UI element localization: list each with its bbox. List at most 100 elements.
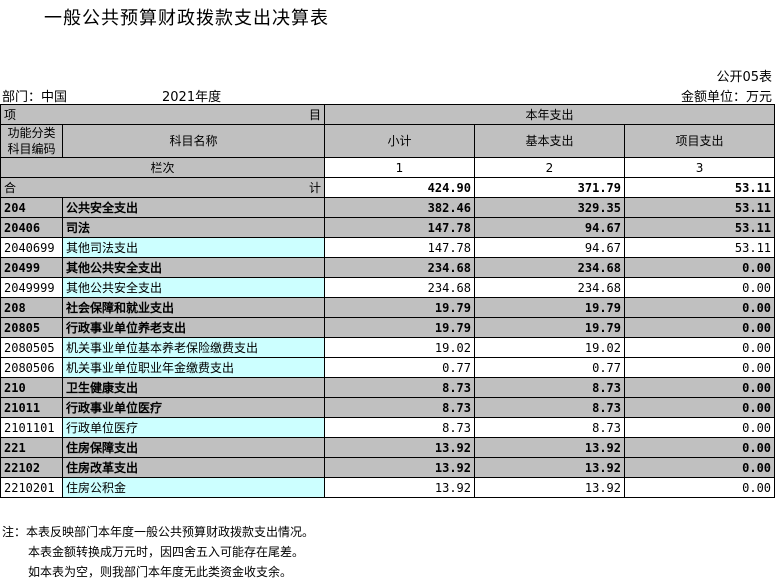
row-name: 行政事业单位养老支出 bbox=[62, 317, 325, 338]
row-basic: 19.02 bbox=[474, 337, 625, 358]
row-project: 0.00 bbox=[623, 417, 776, 438]
table-row: 20499 其他公共安全支出 234.68 234.68 0.00 bbox=[0, 257, 776, 278]
row-subtotal: 19.79 bbox=[324, 297, 475, 318]
row-code: 2080505 bbox=[0, 337, 63, 358]
row-subtotal: 147.78 bbox=[324, 237, 475, 258]
row-name: 住房公积金 bbox=[62, 477, 325, 498]
row-basic: 19.79 bbox=[474, 297, 625, 318]
row-subtotal: 13.92 bbox=[324, 477, 475, 498]
row-subtotal: 147.78 bbox=[324, 217, 475, 238]
total-row: 合计 424.90 371.79 53.11 bbox=[0, 177, 776, 198]
row-code: 20499 bbox=[0, 257, 63, 278]
row-name: 机关事业单位基本养老保险缴费支出 bbox=[62, 337, 325, 358]
total-subtotal: 424.90 bbox=[324, 177, 475, 198]
table-row: 2080506 机关事业单位职业年金缴费支出 0.77 0.77 0.00 bbox=[0, 357, 776, 378]
row-basic: 329.35 bbox=[474, 197, 625, 218]
table-row: 2049999 其他公共安全支出 234.68 234.68 0.00 bbox=[0, 277, 776, 298]
table-row: 208 社会保障和就业支出 19.79 19.79 0.00 bbox=[0, 297, 776, 318]
table-row: 22102 住房改革支出 13.92 13.92 0.00 bbox=[0, 457, 776, 478]
row-name: 机关事业单位职业年金缴费支出 bbox=[62, 357, 325, 378]
header-basic-col: 基本支出 bbox=[474, 124, 625, 158]
row-name: 其他公共安全支出 bbox=[62, 257, 325, 278]
row-code: 2080506 bbox=[0, 357, 63, 378]
row-project: 0.00 bbox=[623, 277, 776, 298]
row-name: 社会保障和就业支出 bbox=[62, 297, 325, 318]
row-code: 20406 bbox=[0, 217, 63, 238]
row-name: 公共安全支出 bbox=[62, 197, 325, 218]
header-item-cell: 项目 bbox=[0, 104, 325, 125]
table-row: 221 住房保障支出 13.92 13.92 0.00 bbox=[0, 437, 776, 458]
header-name-col: 科目名称 bbox=[62, 124, 325, 158]
header-expenditure-group: 本年支出 bbox=[323, 104, 776, 125]
table-row: 20805 行政事业单位养老支出 19.79 19.79 0.00 bbox=[0, 317, 776, 338]
row-name: 行政事业单位医疗 bbox=[62, 397, 325, 418]
row-project: 0.00 bbox=[623, 297, 776, 318]
row-subtotal: 8.73 bbox=[324, 397, 475, 418]
row-subtotal: 234.68 bbox=[324, 257, 475, 278]
total-basic: 371.79 bbox=[474, 177, 625, 198]
row-subtotal: 19.79 bbox=[324, 317, 475, 338]
row-code: 2210201 bbox=[0, 477, 63, 498]
total-project: 53.11 bbox=[623, 177, 776, 198]
fiscal-year: 2021年度 bbox=[162, 90, 222, 105]
row-subtotal: 8.73 bbox=[324, 417, 475, 438]
header-code-col: 功能分类 科目编码 bbox=[0, 124, 63, 158]
row-basic: 8.73 bbox=[474, 377, 625, 398]
row-code: 208 bbox=[0, 297, 63, 318]
row-basic: 8.73 bbox=[474, 397, 625, 418]
row-subtotal: 13.92 bbox=[324, 437, 475, 458]
row-subtotal: 382.46 bbox=[324, 197, 475, 218]
row-code: 2101101 bbox=[0, 417, 63, 438]
total-label-cell: 合计 bbox=[0, 177, 325, 198]
row-project: 53.11 bbox=[623, 217, 776, 238]
row-basic: 94.67 bbox=[474, 217, 625, 238]
header-project-col: 项目支出 bbox=[623, 124, 776, 158]
row-basic: 19.79 bbox=[474, 317, 625, 338]
table-row: 2101101 行政单位医疗 8.73 8.73 0.00 bbox=[0, 417, 776, 438]
row-project: 0.00 bbox=[623, 257, 776, 278]
footnotes: 注：本表反映部门本年度一般公共预算财政拨款支出情况。 本表金额转换成万元时，因四… bbox=[2, 522, 314, 582]
row-project: 0.00 bbox=[623, 437, 776, 458]
row-basic: 13.92 bbox=[474, 457, 625, 478]
report-title: 一般公共预算财政拨款支出决算表 bbox=[44, 8, 329, 29]
row-project: 0.00 bbox=[623, 377, 776, 398]
row-project: 0.00 bbox=[623, 337, 776, 358]
row-name: 其他公共安全支出 bbox=[62, 277, 325, 298]
row-subtotal: 19.02 bbox=[324, 337, 475, 358]
column-number-1: 1 bbox=[324, 157, 475, 178]
table-row: 210 卫生健康支出 8.73 8.73 0.00 bbox=[0, 377, 776, 398]
table-row: 2210201 住房公积金 13.92 13.92 0.00 bbox=[0, 477, 776, 498]
row-basic: 234.68 bbox=[474, 257, 625, 278]
row-code: 2049999 bbox=[0, 277, 63, 298]
table-row: 20406 司法 147.78 94.67 53.11 bbox=[0, 217, 776, 238]
row-basic: 94.67 bbox=[474, 237, 625, 258]
table-row: 2080505 机关事业单位基本养老保险缴费支出 19.02 19.02 0.00 bbox=[0, 337, 776, 358]
row-project: 0.00 bbox=[623, 397, 776, 418]
row-name: 其他司法支出 bbox=[62, 237, 325, 258]
row-subtotal: 0.77 bbox=[324, 357, 475, 378]
row-project: 53.11 bbox=[623, 197, 776, 218]
header-row-columns: 功能分类 科目编码 科目名称 小计 基本支出 项目支出 bbox=[0, 124, 776, 158]
column-order-row: 栏次 1 2 3 bbox=[0, 157, 776, 178]
row-subtotal: 8.73 bbox=[324, 377, 475, 398]
row-project: 53.11 bbox=[623, 237, 776, 258]
row-subtotal: 13.92 bbox=[324, 457, 475, 478]
footnote-1: 注：本表反映部门本年度一般公共预算财政拨款支出情况。 bbox=[2, 525, 315, 539]
row-project: 0.00 bbox=[623, 357, 776, 378]
row-name: 司法 bbox=[62, 217, 325, 238]
row-project: 0.00 bbox=[623, 317, 776, 338]
header-row-item: 项目 本年支出 bbox=[0, 104, 776, 125]
row-name: 住房改革支出 bbox=[62, 457, 325, 478]
row-code: 21011 bbox=[0, 397, 63, 418]
table-row: 2040699 其他司法支出 147.78 94.67 53.11 bbox=[0, 237, 776, 258]
row-project: 0.00 bbox=[623, 457, 776, 478]
row-basic: 234.68 bbox=[474, 277, 625, 298]
row-code: 2040699 bbox=[0, 237, 63, 258]
row-basic: 8.73 bbox=[474, 417, 625, 438]
row-basic: 13.92 bbox=[474, 477, 625, 498]
row-name: 行政单位医疗 bbox=[62, 417, 325, 438]
table-row: 21011 行政事业单位医疗 8.73 8.73 0.00 bbox=[0, 397, 776, 418]
row-project: 0.00 bbox=[623, 477, 776, 498]
row-code: 22102 bbox=[0, 457, 63, 478]
table-row: 204 公共安全支出 382.46 329.35 53.11 bbox=[0, 197, 776, 218]
